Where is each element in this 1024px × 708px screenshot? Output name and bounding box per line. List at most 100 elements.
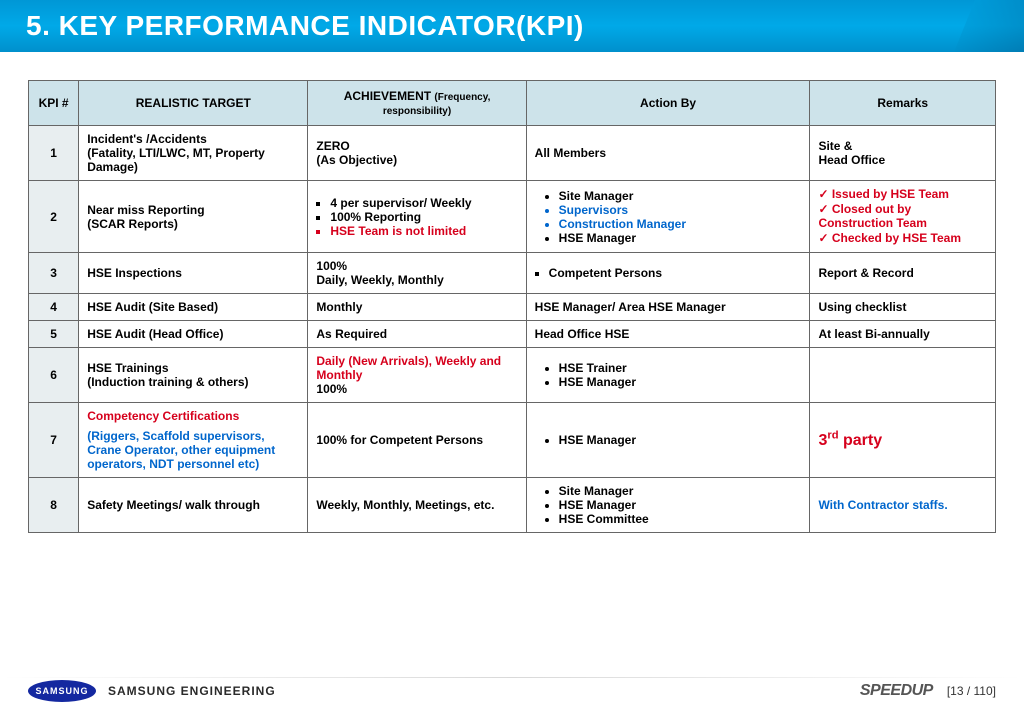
kpi-num-cell: 8 [29, 478, 79, 533]
target-cell: HSE Audit (Head Office) [79, 321, 308, 348]
achievement-cell: As Required [308, 321, 526, 348]
table-row: 2 Near miss Reporting (SCAR Reports) 4 p… [29, 181, 996, 253]
footer-left: SAMSUNG SAMSUNG ENGINEERING [28, 680, 276, 702]
ach-bullet-red: HSE Team is not limited [330, 224, 517, 238]
slide-title: 5. KEY PERFORMANCE INDICATOR(KPI) [26, 10, 584, 42]
remarks-cell [810, 348, 996, 403]
action-cell: Head Office HSE [526, 321, 810, 348]
ach-line1: ZERO [316, 139, 349, 153]
achievement-cell: 4 per supervisor/ Weekly 100% Reporting … [308, 181, 526, 253]
action-cell: Competent Persons [526, 253, 810, 294]
action-bullet: HSE Manager [559, 231, 802, 245]
rem-line1: Site & [818, 139, 852, 153]
table-row: 3 HSE Inspections 100% Daily, Weekly, Mo… [29, 253, 996, 294]
remarks-cell: Using checklist [810, 294, 996, 321]
ach-line1: 100% [316, 259, 347, 273]
target-line1: Incident's /Accidents [87, 132, 207, 146]
achievement-cell: 100% for Competent Persons [308, 403, 526, 478]
page-number: [13 / 110] [947, 684, 996, 698]
remarks-cell-blue: With Contractor staffs. [810, 478, 996, 533]
remarks-cell: Site & Head Office [810, 126, 996, 181]
ach-line2: (As Objective) [316, 153, 397, 167]
samsung-logo: SAMSUNG [28, 680, 96, 702]
ach-bullet: 4 per supervisor/ Weekly [330, 196, 517, 210]
slide-banner: 5. KEY PERFORMANCE INDICATOR(KPI) [0, 0, 1024, 52]
remarks-cell: Report & Record [810, 253, 996, 294]
kpi-num-cell: 1 [29, 126, 79, 181]
target-line2: (SCAR Reports) [87, 217, 178, 231]
footer-right: SPEEDUP [13 / 110] [860, 682, 996, 700]
action-bullet: HSE Trainer [559, 361, 802, 375]
target-cell: Near miss Reporting (SCAR Reports) [79, 181, 308, 253]
action-cell: HSE Trainer HSE Manager [526, 348, 810, 403]
kpi-num-cell: 2 [29, 181, 79, 253]
ach-line1-red: Daily (New Arrivals), Weekly and Monthly [316, 354, 501, 382]
target-cell: Competency Certifications (Riggers, Scaf… [79, 403, 308, 478]
kpi-table: KPI # REALISTIC TARGET ACHIEVEMENT (Freq… [28, 80, 996, 533]
remarks-cell: Issued by HSE Team Closed out by Constru… [810, 181, 996, 253]
content-area: KPI # REALISTIC TARGET ACHIEVEMENT (Freq… [0, 52, 1024, 533]
col-target-header: REALISTIC TARGET [79, 81, 308, 126]
samsung-engineering-text: SAMSUNG ENGINEERING [108, 684, 276, 698]
speedup-logo: SPEEDUP [860, 682, 933, 700]
kpi-num-cell: 3 [29, 253, 79, 294]
action-cell: Site Manager Supervisors Construction Ma… [526, 181, 810, 253]
table-row: 7 Competency Certifications (Riggers, Sc… [29, 403, 996, 478]
action-bullet-blue: Construction Manager [559, 217, 802, 231]
target-cell: HSE Trainings (Induction training & othe… [79, 348, 308, 403]
action-bullet: Competent Persons [549, 266, 802, 280]
action-bullet: Site Manager [559, 189, 802, 203]
action-bullet: HSE Manager [559, 498, 802, 512]
remark-check: Closed out by Construction Team [818, 202, 987, 230]
table-row: 5 HSE Audit (Head Office) As Required He… [29, 321, 996, 348]
slide-footer: SAMSUNG SAMSUNG ENGINEERING SPEEDUP [13 … [0, 680, 1024, 702]
remark-check: Issued by HSE Team [818, 187, 987, 201]
ach-line2: 100% [316, 382, 347, 396]
action-cell: Site Manager HSE Manager HSE Committee [526, 478, 810, 533]
kpi-num-cell: 7 [29, 403, 79, 478]
col-achievement-header: ACHIEVEMENT (Frequency, responsibility) [308, 81, 526, 126]
table-row: 4 HSE Audit (Site Based) Monthly HSE Man… [29, 294, 996, 321]
achievement-cell: ZERO (As Objective) [308, 126, 526, 181]
target-cell: HSE Audit (Site Based) [79, 294, 308, 321]
action-bullet: Site Manager [559, 484, 802, 498]
remarks-cell: At least Bi-annually [810, 321, 996, 348]
action-cell: HSE Manager [526, 403, 810, 478]
achievement-cell: Weekly, Monthly, Meetings, etc. [308, 478, 526, 533]
ach-line2: Daily, Weekly, Monthly [316, 273, 443, 287]
remark-check: Checked by HSE Team [818, 231, 987, 245]
target-line1: Near miss Reporting [87, 203, 204, 217]
target-cell: Incident's /Accidents (Fatality, LTI/LWC… [79, 126, 308, 181]
target-line1-red: Competency Certifications [87, 409, 299, 423]
action-cell: HSE Manager/ Area HSE Manager [526, 294, 810, 321]
target-line1: HSE Trainings [87, 361, 168, 375]
table-row: 8 Safety Meetings/ walk through Weekly, … [29, 478, 996, 533]
ach-header-main: ACHIEVEMENT [344, 89, 431, 103]
table-header-row: KPI # REALISTIC TARGET ACHIEVEMENT (Freq… [29, 81, 996, 126]
target-line2: (Induction training & others) [87, 375, 248, 389]
table-row: 6 HSE Trainings (Induction training & ot… [29, 348, 996, 403]
achievement-cell: 100% Daily, Weekly, Monthly [308, 253, 526, 294]
action-bullet: HSE Manager [559, 433, 802, 447]
kpi-num-cell: 4 [29, 294, 79, 321]
remarks-3rd-party: 3rd party [818, 432, 882, 449]
achievement-cell: Daily (New Arrivals), Weekly and Monthly… [308, 348, 526, 403]
col-action-header: Action By [526, 81, 810, 126]
kpi-num-cell: 6 [29, 348, 79, 403]
action-bullet: HSE Committee [559, 512, 802, 526]
target-cell: HSE Inspections [79, 253, 308, 294]
achievement-cell: Monthly [308, 294, 526, 321]
target-cell: Safety Meetings/ walk through [79, 478, 308, 533]
kpi-num-cell: 5 [29, 321, 79, 348]
action-bullet-blue: Supervisors [559, 203, 802, 217]
action-cell: All Members [526, 126, 810, 181]
ach-bullet: 100% Reporting [330, 210, 517, 224]
col-remarks-header: Remarks [810, 81, 996, 126]
target-line2: (Fatality, LTI/LWC, MT, Property Damage) [87, 146, 265, 174]
action-bullet: HSE Manager [559, 375, 802, 389]
table-row: 1 Incident's /Accidents (Fatality, LTI/L… [29, 126, 996, 181]
remarks-cell: 3rd party [810, 403, 996, 478]
col-kpi-header: KPI # [29, 81, 79, 126]
footer-divider [0, 677, 1024, 678]
target-line2-blue: (Riggers, Scaffold supervisors, Crane Op… [87, 429, 299, 471]
